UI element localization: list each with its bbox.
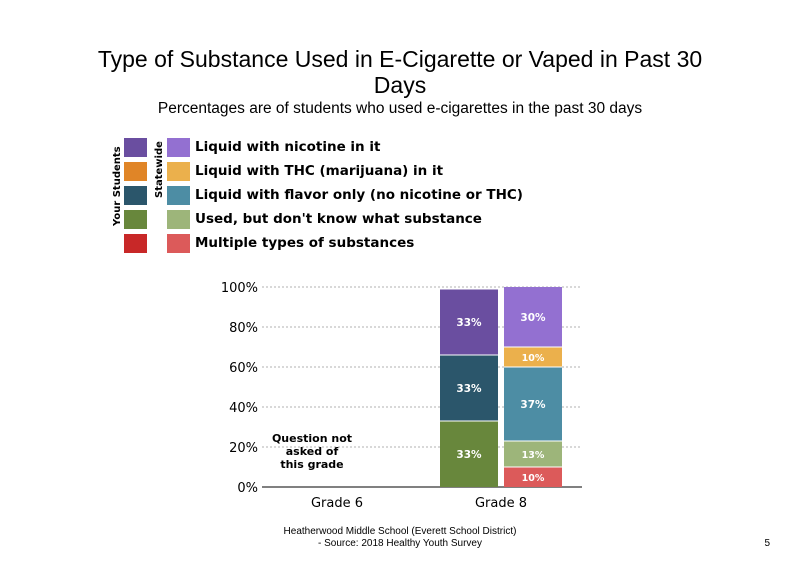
legend-label-nicotine: Liquid with nicotine in it (195, 139, 381, 155)
bar-value-label: 13% (522, 450, 545, 461)
bar-segment (504, 367, 562, 441)
note-line: this grade (280, 458, 343, 471)
bar-value-label: 33% (456, 317, 482, 329)
y-tick-label: 0% (237, 481, 258, 496)
bars: 33% 33% 33% 10% 13% 37% 10% 30% (440, 287, 562, 487)
x-category-label: Grade 8 (475, 496, 527, 511)
legend-swatch-state-thc (167, 162, 190, 181)
x-category-label: Grade 6 (311, 496, 363, 511)
x-axis: Grade 6 Grade 8 (311, 496, 527, 511)
note-line: asked of (286, 445, 339, 458)
y-tick-label: 100% (221, 281, 258, 296)
legend-swatch-state-unknown (167, 210, 190, 229)
chart-title-line-1: Type of Substance Used in E-Cigarette or… (97, 46, 703, 72)
footer-source: - Source: 2018 Healthy Youth Survey (318, 538, 482, 549)
legend-swatch-your-nicotine (124, 138, 147, 157)
y-tick-label: 80% (229, 321, 258, 336)
legend-swatch-your-thc (124, 162, 147, 181)
legend-label-unknown: Used, but don't know what substance (195, 211, 482, 227)
bar-segment (504, 287, 562, 347)
y-tick-label: 40% (229, 401, 258, 416)
bar-segment (440, 355, 498, 421)
legend-swatch-state-nicotine (167, 138, 190, 157)
bar-segment (440, 421, 498, 487)
bar-segment (504, 467, 562, 487)
chart-title: Type of Substance Used in E-Cigarette or… (40, 46, 760, 98)
gridlines (262, 286, 582, 448)
bar-segment (504, 347, 562, 367)
footer-school: Heatherwood Middle School (Everett Schoo… (283, 526, 517, 537)
bar-segment (504, 441, 562, 467)
bar-segment (440, 289, 498, 355)
footer: Heatherwood Middle School (Everett Schoo… (220, 526, 580, 550)
y-tick-label: 20% (229, 441, 258, 456)
chart-subtitle: Percentages are of students who used e-c… (157, 100, 643, 117)
page-number: 5 (764, 538, 770, 549)
y-tick-label: 60% (229, 361, 258, 376)
bar-value-label: 10% (522, 353, 545, 364)
chart-title-line-2: Days (373, 72, 427, 98)
bar-value-label: 37% (520, 399, 546, 411)
legend-label-flavor: Liquid with flavor only (no nicotine or … (195, 187, 523, 203)
bar-value-label: 10% (522, 473, 545, 484)
legend-swatch-your-flavor (124, 186, 147, 205)
legend-swatch-state-flavor (167, 186, 190, 205)
bar-value-label: 33% (456, 449, 482, 461)
legend-label-multiple: Multiple types of substances (195, 235, 415, 251)
bar-value-label: 30% (520, 312, 546, 324)
legend: Your Students Statewide Liquid with nico… (108, 136, 548, 258)
legend-swatch-your-multiple (124, 234, 147, 253)
note-line: Question not (272, 432, 352, 445)
legend-label-thc: Liquid with THC (marijuana) in it (195, 163, 444, 179)
legend-swatch-state-multiple (167, 234, 190, 253)
legend-swatch-your-unknown (124, 210, 147, 229)
bar-value-label: 33% (456, 383, 482, 395)
